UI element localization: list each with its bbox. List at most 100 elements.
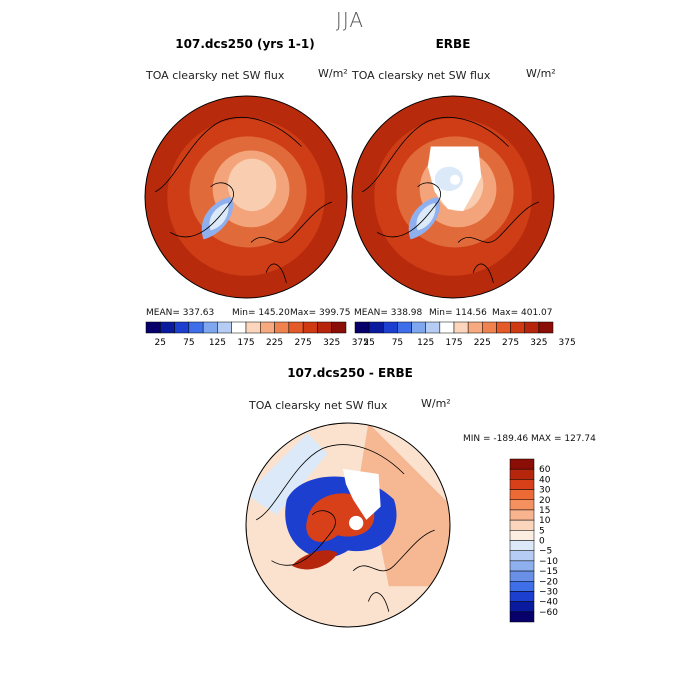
colorbar-box (509, 530, 535, 541)
colorbar-tick-label: 25 (155, 338, 166, 348)
coastline-greenland (271, 510, 336, 566)
positive-region-east (358, 423, 450, 587)
colorbar-box (331, 321, 347, 334)
colorbar-box (188, 321, 204, 334)
map-border (351, 95, 555, 299)
map-model (144, 95, 348, 299)
colorbar-box (509, 519, 535, 531)
colorbar-erbe: 25 75 125 175 225 275 325 375 (354, 321, 576, 348)
coastline-europe (457, 201, 539, 243)
colorbar-box (260, 321, 275, 334)
colorbar-box (288, 321, 304, 334)
panel3-title: 107.dcs250 - ERBE (287, 366, 413, 380)
colorbar-box (174, 321, 190, 334)
colorbar-tick-label: 30 (539, 486, 551, 496)
colorbar-tick-label: 60 (539, 465, 551, 475)
map-border (245, 422, 451, 628)
colorbar-box (496, 321, 511, 334)
colorbar-box (245, 321, 261, 334)
pole-hole (349, 515, 364, 531)
colorbar-box (439, 321, 455, 334)
colorbar-tick-label: −15 (539, 567, 558, 577)
colorbar-box (202, 321, 218, 334)
colorbar-box (509, 560, 535, 572)
colorbar-box (467, 321, 483, 334)
colorbar-box (354, 321, 370, 334)
colorbar-box (383, 321, 398, 334)
colorbar-box (509, 468, 535, 480)
colorbar-box (231, 321, 247, 334)
colorbar-tick-label: −10 (539, 557, 558, 567)
colorbar-box (425, 321, 441, 334)
colorbar-tick-label: 175 (237, 338, 254, 348)
colorbar-tick-label: 225 (474, 338, 491, 348)
colorbar-tick-label: −30 (539, 587, 558, 597)
colorbar-tick-label: 0 (539, 537, 545, 547)
coastline-europe (250, 201, 332, 243)
colorbar-box (538, 321, 554, 334)
colorbar-model: 25 75 125 175 225 275 325 375 (145, 321, 369, 348)
colorbar-box (411, 321, 426, 334)
colorbar-tick-label: 75 (183, 338, 194, 348)
greenland-positive (291, 550, 338, 570)
colorbar-box (509, 611, 535, 623)
panel1-variable: TOA clearsky net SW flux (146, 69, 285, 82)
cap-inner (434, 166, 464, 191)
colorbar-tick-label: 40 (539, 475, 551, 485)
colorbar-tick-label: 25 (363, 338, 374, 348)
coastline-mediterranean (368, 592, 390, 612)
colorbar-box (217, 321, 232, 334)
panel3-minmax: MIN = -189.46 MAX = 127.74 (463, 434, 596, 444)
colorbar-tick-label: 325 (323, 338, 340, 348)
map-erbe (351, 95, 555, 299)
coastline-greenland (170, 182, 234, 238)
coastline-mediterranean (472, 263, 494, 283)
colorbar-box (509, 499, 535, 511)
panel2-unit: W/m² (526, 67, 556, 80)
panel1-unit: W/m² (318, 67, 348, 80)
panel1-max: Max= 399.75 (290, 308, 351, 318)
coastline-europe (352, 529, 435, 572)
negative-region-west (246, 433, 328, 515)
panel3-unit: W/m² (421, 397, 451, 410)
colorbar-box (509, 489, 535, 500)
colorbar-box (509, 581, 535, 592)
colorbar-tick-label: 5 (539, 526, 545, 536)
colorbar-tick-label: −5 (539, 547, 552, 557)
coastline-north (361, 117, 509, 193)
panel2-mean: MEAN= 338.98 (354, 308, 423, 318)
coastline-north (256, 444, 405, 521)
colorbar-tick-label: −20 (539, 577, 558, 587)
colorbar-tick-label: 15 (539, 506, 550, 516)
panel3-variable: TOA clearsky net SW flux (249, 399, 388, 412)
colorbar-tick-label: 125 (209, 338, 226, 348)
colorbar-tick-label: 275 (502, 338, 519, 348)
colorbar-box (509, 509, 535, 521)
coastline-north (154, 117, 302, 193)
colorbar-tick-label: 10 (539, 516, 551, 526)
colorbar-tick-label: −40 (539, 598, 558, 608)
colorbar-tick-label: 225 (266, 338, 283, 348)
colorbar-tick-label: 75 (392, 338, 403, 348)
panel2-max: Max= 401.07 (492, 308, 553, 318)
coastline-mediterranean (265, 263, 287, 283)
season-title: JJA (335, 8, 365, 32)
colorbar-box (368, 321, 384, 334)
colorbar-box (145, 321, 161, 334)
colorbar-tick-label: 175 (445, 338, 462, 348)
colorbar-box (274, 321, 290, 334)
colorbar-box (160, 321, 175, 334)
colorbar-box (482, 321, 497, 334)
colorbar-tick-label: 325 (530, 338, 547, 348)
panel1-mean: MEAN= 337.63 (146, 308, 215, 318)
coastline-greenland (377, 182, 441, 238)
panel2-variable: TOA clearsky net SW flux (352, 69, 491, 82)
colorbar-tick-label: 275 (295, 338, 312, 348)
colorbar-box (509, 458, 535, 470)
colorbar-box (509, 570, 535, 582)
colorbar-box (317, 321, 332, 334)
missing-data-cap (342, 468, 381, 520)
map-difference (245, 422, 451, 628)
